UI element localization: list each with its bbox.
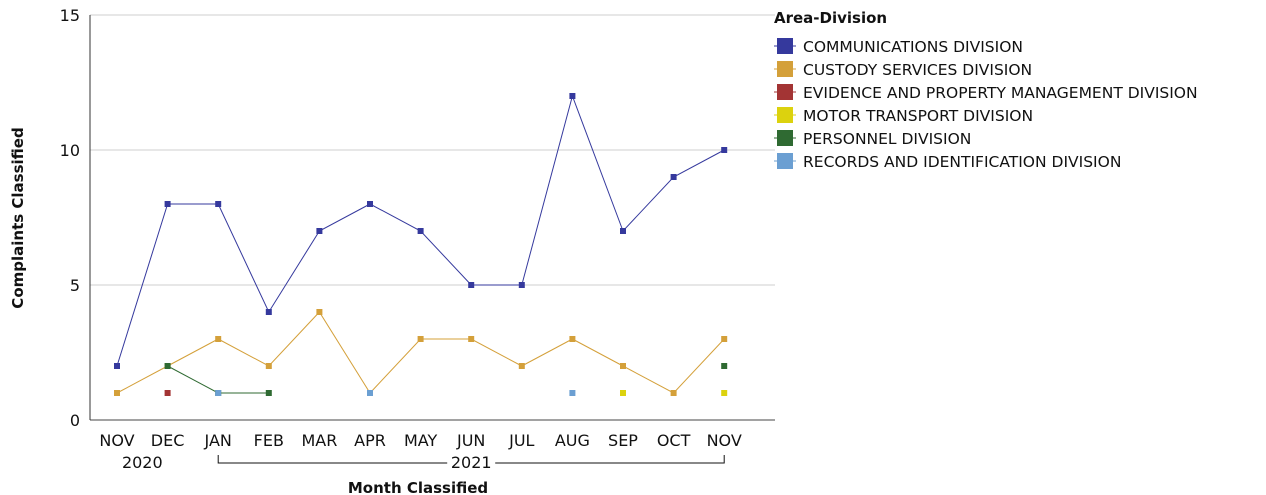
series-points <box>114 93 728 396</box>
y-tick-labels: 0 5 10 15 <box>60 6 80 430</box>
x-tick-label: JUN <box>456 431 485 450</box>
legend-swatch <box>777 84 793 100</box>
legend: Area-Division COMMUNICATIONS DIVISION CUS… <box>774 9 1198 171</box>
series-line <box>167 365 269 394</box>
data-point[interactable] <box>620 228 626 234</box>
data-point[interactable] <box>468 336 475 342</box>
legend-label: RECORDS AND IDENTIFICATION DIVISION <box>803 153 1121 171</box>
x-axis-title: Month Classified <box>348 479 488 495</box>
x-tick-labels: NOV DEC JAN FEB MAR APR MAY JUN JUL AUG SEP OCT NOV <box>99 431 741 450</box>
legend-title: Area-Division <box>774 9 887 27</box>
x-tick-label: JUL <box>508 431 534 450</box>
data-point[interactable] <box>721 147 728 153</box>
data-point[interactable] <box>620 390 626 396</box>
data-point[interactable] <box>468 282 475 288</box>
data-point[interactable] <box>417 228 424 234</box>
data-point[interactable] <box>367 390 373 396</box>
year-label: 2020 <box>122 453 163 472</box>
data-point[interactable] <box>316 309 323 315</box>
legend-swatch <box>777 61 793 77</box>
data-point[interactable] <box>114 390 120 396</box>
data-point[interactable] <box>518 282 525 288</box>
data-point[interactable] <box>215 201 222 207</box>
data-point[interactable] <box>670 390 677 396</box>
data-point[interactable] <box>265 390 272 396</box>
legend-swatch <box>777 130 793 146</box>
year-bracket <box>217 455 725 464</box>
series-line <box>116 311 725 394</box>
data-point[interactable] <box>265 363 272 369</box>
data-point[interactable] <box>215 390 222 396</box>
data-point[interactable] <box>518 363 525 369</box>
gridlines <box>90 14 775 421</box>
series-lines <box>116 94 725 394</box>
data-point[interactable] <box>164 390 171 396</box>
data-point[interactable] <box>114 363 120 369</box>
data-point[interactable] <box>367 201 373 207</box>
data-point[interactable] <box>417 336 424 342</box>
legend-label: MOTOR TRANSPORT DIVISION <box>803 107 1033 125</box>
x-tick-label: SEP <box>608 431 638 450</box>
legend-label: PERSONNEL DIVISION <box>803 130 971 148</box>
y-tick-label: 15 <box>60 6 80 25</box>
year-label: 2021 <box>451 453 492 472</box>
legend-swatch <box>777 38 793 54</box>
y-tick-label: 10 <box>60 141 80 160</box>
x-tick-label: DEC <box>151 431 185 450</box>
legend-swatch <box>777 153 793 169</box>
y-tick-label: 0 <box>70 411 80 430</box>
data-point[interactable] <box>569 336 576 342</box>
legend-label: CUSTODY SERVICES DIVISION <box>803 61 1032 79</box>
data-point[interactable] <box>569 93 576 99</box>
x-tick-label: NOV <box>99 431 134 450</box>
x-tick-label: MAY <box>404 431 438 450</box>
data-point[interactable] <box>670 174 677 180</box>
legend-label: COMMUNICATIONS DIVISION <box>803 38 1023 56</box>
x-tick-label: FEB <box>254 431 284 450</box>
legend-label: EVIDENCE AND PROPERTY MANAGEMENT DIVISIO… <box>803 84 1198 102</box>
x-tick-label: JAN <box>204 431 232 450</box>
data-point[interactable] <box>164 363 171 369</box>
data-point[interactable] <box>569 390 576 396</box>
x-tick-label: APR <box>354 431 386 450</box>
data-point[interactable] <box>721 390 728 396</box>
x-tick-label: NOV <box>707 431 742 450</box>
data-point[interactable] <box>265 309 272 315</box>
year-group-labels: 2020 2021 <box>122 453 725 472</box>
x-tick-label: MAR <box>301 431 337 450</box>
x-tick-label: AUG <box>555 431 590 450</box>
y-tick-label: 5 <box>70 276 80 295</box>
data-point[interactable] <box>620 363 626 369</box>
x-tick-label: OCT <box>657 431 691 450</box>
y-axis-title: Complaints Classified <box>9 127 27 308</box>
data-point[interactable] <box>721 336 728 342</box>
data-point[interactable] <box>721 363 728 369</box>
legend-swatch <box>777 107 793 123</box>
data-point[interactable] <box>215 336 222 342</box>
data-point[interactable] <box>164 201 171 207</box>
data-point[interactable] <box>316 228 323 234</box>
